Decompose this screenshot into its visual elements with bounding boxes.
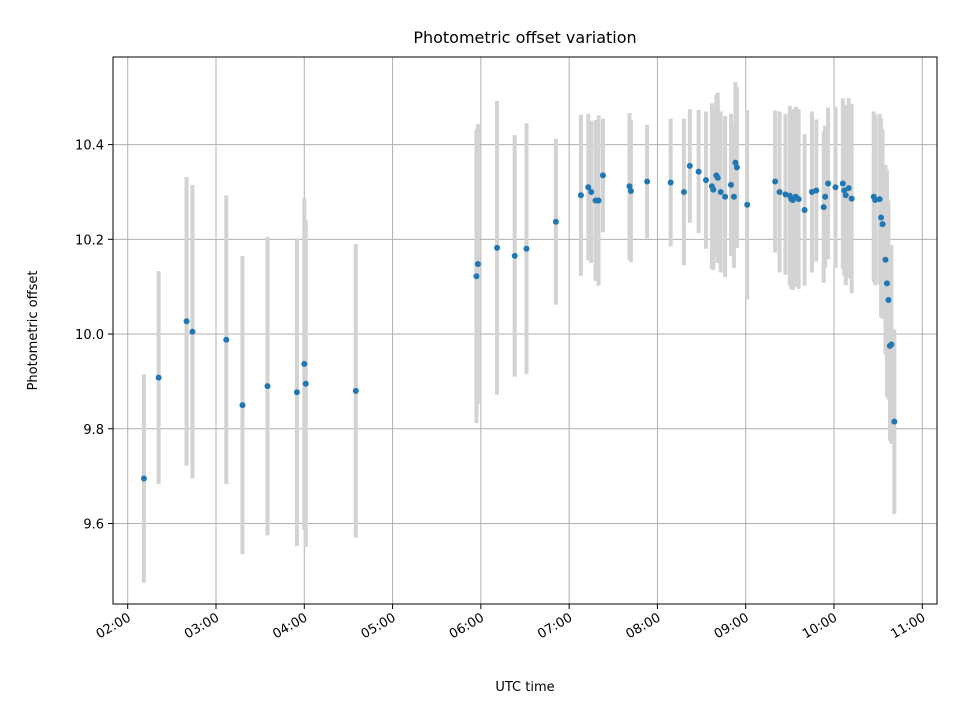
y-axis-ticks: 9.6 9.8 10.0 10.2 10.4 bbox=[75, 139, 113, 532]
data-point bbox=[885, 296, 892, 303]
data-point bbox=[820, 204, 827, 211]
data-points bbox=[140, 159, 898, 482]
data-point bbox=[876, 196, 883, 203]
data-point bbox=[825, 180, 832, 187]
data-point bbox=[883, 280, 890, 287]
data-point bbox=[878, 214, 885, 221]
data-point bbox=[845, 185, 852, 192]
data-point bbox=[494, 244, 501, 251]
data-point bbox=[813, 187, 820, 194]
data-point bbox=[183, 318, 190, 325]
data-point bbox=[523, 245, 530, 252]
data-point bbox=[223, 336, 230, 343]
data-point bbox=[667, 179, 674, 186]
data-point bbox=[627, 188, 634, 195]
data-point bbox=[577, 192, 584, 199]
data-point bbox=[848, 195, 855, 202]
y-tick-label: 10.0 bbox=[75, 328, 104, 343]
data-point bbox=[264, 383, 271, 390]
y-tick-label: 10.2 bbox=[75, 233, 104, 248]
data-point bbox=[695, 168, 702, 175]
data-point bbox=[732, 159, 739, 166]
data-point bbox=[832, 184, 839, 191]
data-point bbox=[714, 174, 721, 181]
data-point bbox=[733, 164, 740, 171]
data-point bbox=[473, 273, 480, 280]
data-point bbox=[239, 402, 246, 409]
data-point bbox=[352, 387, 359, 394]
data-point bbox=[552, 218, 559, 225]
data-point bbox=[841, 187, 848, 194]
data-point bbox=[626, 183, 633, 190]
data-point bbox=[599, 172, 606, 179]
y-tick-label: 10.4 bbox=[75, 139, 104, 154]
data-point bbox=[879, 221, 886, 228]
data-point bbox=[680, 188, 687, 195]
data-point bbox=[686, 162, 693, 169]
data-point bbox=[474, 260, 481, 267]
data-point bbox=[772, 178, 779, 185]
data-point bbox=[710, 186, 717, 193]
data-point bbox=[822, 193, 829, 200]
data-point bbox=[722, 193, 729, 200]
data-point bbox=[730, 193, 737, 200]
data-point bbox=[801, 206, 808, 213]
data-point bbox=[511, 252, 518, 259]
data-point bbox=[839, 180, 846, 187]
data-point bbox=[302, 380, 309, 387]
data-point bbox=[776, 188, 783, 195]
chart-title: Photometric offset variation bbox=[413, 28, 636, 47]
x-axis-label: UTC time bbox=[495, 680, 554, 695]
y-axis-label: Photometric offset bbox=[26, 271, 41, 391]
data-point bbox=[588, 188, 595, 195]
data-point bbox=[888, 341, 895, 348]
data-point bbox=[717, 188, 724, 195]
data-point bbox=[891, 418, 898, 425]
data-point bbox=[293, 389, 300, 396]
data-point bbox=[744, 201, 751, 208]
data-point bbox=[842, 192, 849, 199]
plot-area-frame bbox=[112, 56, 938, 605]
data-point bbox=[595, 197, 602, 204]
data-point bbox=[882, 256, 889, 263]
y-tick-label: 9.8 bbox=[83, 423, 104, 438]
y-tick-label: 9.6 bbox=[83, 517, 104, 532]
data-point bbox=[155, 374, 162, 381]
data-point bbox=[189, 328, 196, 335]
data-point bbox=[140, 475, 147, 482]
data-point bbox=[585, 184, 592, 191]
data-point bbox=[301, 360, 308, 367]
data-point bbox=[795, 196, 802, 203]
data-point bbox=[644, 178, 651, 185]
data-point bbox=[728, 181, 734, 188]
data-point bbox=[702, 177, 709, 184]
